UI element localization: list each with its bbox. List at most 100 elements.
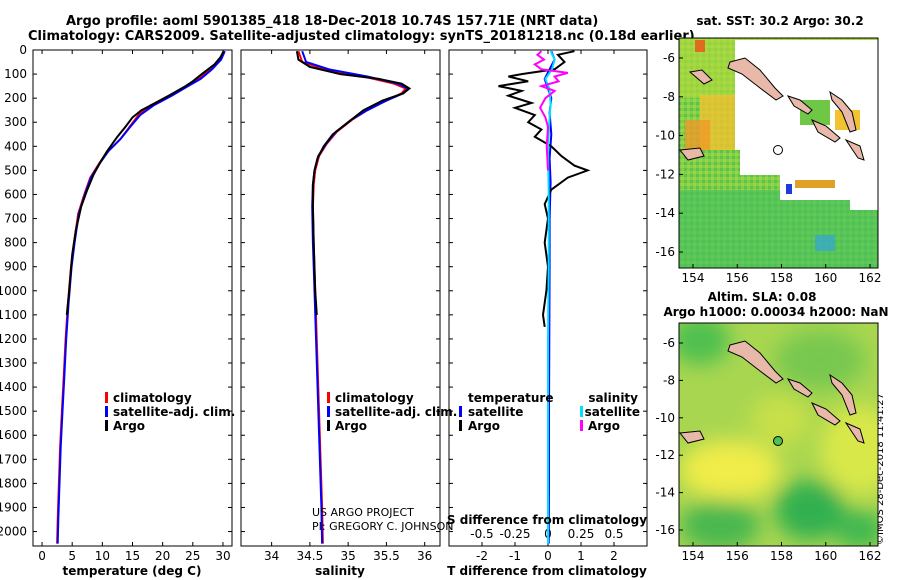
- legend-swatch-s-satellite: [580, 406, 583, 417]
- map-y-tick-label: -16: [655, 523, 675, 537]
- x-tick-label: 34.5: [297, 549, 324, 563]
- sla-map-frame: [678, 322, 879, 547]
- legend-swatch-satellite: [327, 406, 330, 417]
- depth-tick-label: 1200: [0, 332, 27, 346]
- map-x-tick-label: 156: [726, 549, 749, 563]
- map-x-tick-label: 162: [859, 271, 882, 285]
- legend-swatch-t-satellite: [459, 406, 462, 417]
- map-y-tick-label: -14: [655, 486, 675, 500]
- difference-x2label: S difference from climatology: [447, 513, 647, 527]
- series-line-argo: [295, 51, 412, 315]
- pi-credit: PI: GREGORY C. JOHNSON: [312, 520, 453, 533]
- sst-map-title: sat. SST: 30.2 Argo: 30.2: [696, 14, 863, 28]
- legend-swatch-argo: [327, 420, 330, 431]
- map-x-tick-label: 158: [770, 549, 793, 563]
- map-x-tick-label: 162: [859, 549, 882, 563]
- map-y-tick-label: -6: [663, 336, 675, 350]
- depth-tick-label: 900: [4, 260, 27, 274]
- legend-label-climatology: climatology: [335, 391, 414, 405]
- x2-tick-label: 0.5: [604, 527, 623, 541]
- legend-label-s-satellite: satellite: [585, 405, 640, 419]
- legend-swatch-t-argo: [459, 420, 462, 431]
- x-tick-label: 10: [95, 549, 110, 563]
- x-tick-label: 25: [185, 549, 200, 563]
- legend-label-climatology: climatology: [113, 391, 192, 405]
- legend-swatch-argo: [105, 420, 108, 431]
- x-tick-label: -1: [509, 549, 521, 563]
- x-tick-label: 2: [610, 549, 618, 563]
- x-tick-label: 35.5: [373, 549, 400, 563]
- depth-tick-label: 1800: [0, 476, 27, 490]
- map-x-tick-label: 158: [770, 271, 793, 285]
- depth-tick-label: 700: [4, 212, 27, 226]
- series-line-argo: [65, 50, 225, 315]
- x-tick-label: 20: [155, 549, 170, 563]
- legend-swatch-s-argo: [580, 420, 583, 431]
- legend-swatch-climatology: [327, 392, 330, 403]
- x2-tick-label: -0.25: [499, 527, 530, 541]
- x-tick-label: 5: [68, 549, 76, 563]
- temperature-legend: climatology satellite-adj. clim. Argo: [105, 391, 235, 433]
- temperature-xlabel: temperature (deg C): [63, 564, 202, 578]
- depth-tick-label: 1300: [0, 356, 27, 370]
- figure-title-line1: Argo profile: aoml 5901385_418 18-Dec-20…: [66, 14, 599, 29]
- map-axes: 154 156 158 160 162 -6 -8 -10 -12 -14 -16 154 156 158…: [655, 51, 881, 563]
- legend-heading-temperature: temperature: [468, 391, 553, 405]
- legend-swatch-satellite: [105, 406, 108, 417]
- legend-label-argo: Argo: [335, 419, 367, 433]
- map-x-tick-label: 160: [814, 271, 837, 285]
- legend-label-argo: Argo: [113, 419, 145, 433]
- depth-axis: 0 100 200 300 400 500 600 700 800 900 1000 1100 1200…: [0, 43, 27, 539]
- depth-tick-label: 100: [4, 67, 27, 81]
- legend-label-t-argo: Argo: [468, 419, 500, 433]
- series-line-satellite-adj-clim-: [56, 50, 226, 544]
- depth-tick-label: 600: [4, 187, 27, 201]
- x-tick-label: -2: [476, 549, 488, 563]
- map-y-tick-label: -16: [655, 245, 675, 259]
- map-y-tick-label: -8: [663, 373, 675, 387]
- x-tick-label: 35: [341, 549, 356, 563]
- map-x-tick-label: 160: [814, 549, 837, 563]
- x-tick-label: 34: [264, 549, 279, 563]
- difference-legend: temperature satellite Argo salinity sate…: [459, 391, 640, 433]
- depth-tick-label: 500: [4, 163, 27, 177]
- map-x-tick-label: 154: [682, 549, 705, 563]
- x2-tick-label: 0.25: [568, 527, 595, 541]
- sla-map-title-line2: Argo h1000: 0.00034 h2000: NaN: [663, 305, 888, 319]
- figure-title-line2: Climatology: CARS2009. Satellite-adjuste…: [28, 29, 695, 44]
- map-y-tick-label: -10: [655, 129, 675, 143]
- depth-tick-label: 200: [4, 91, 27, 105]
- x-tick-label: 15: [125, 549, 140, 563]
- salinity-plot-frame: [240, 49, 441, 547]
- project-credit: US ARGO PROJECT: [312, 506, 414, 519]
- depth-tick-label: 400: [4, 139, 27, 153]
- depth-tick-label: 1700: [0, 452, 27, 466]
- x-tick-label: 0: [38, 549, 46, 563]
- x2-tick-label: -0.5: [470, 527, 493, 541]
- map-y-tick-label: -8: [663, 90, 675, 104]
- map-x-tick-label: 156: [726, 271, 749, 285]
- legend-label-satellite: satellite-adj. clim.: [335, 405, 457, 419]
- map-y-tick-label: -10: [655, 411, 675, 425]
- map-y-tick-label: -14: [655, 206, 675, 220]
- x-tick-label: 36: [417, 549, 432, 563]
- x-tick-label: 1: [577, 549, 585, 563]
- series-line-climatology: [56, 50, 226, 544]
- map-y-tick-label: -12: [655, 167, 675, 181]
- depth-tick-label: 0: [19, 43, 27, 57]
- depth-tick-label: 1600: [0, 428, 27, 442]
- difference-xlabel: T difference from climatology: [447, 564, 647, 578]
- salinity-panel: 34 34.5 35 35.5 36 salinity: [241, 49, 440, 578]
- depth-tick-label: 2000: [0, 525, 27, 539]
- legend-label-s-argo: Argo: [588, 419, 620, 433]
- legend-label-satellite: satellite-adj. clim.: [113, 405, 235, 419]
- difference-panel: -2 -1 0 1 2-0.5 -0.25 0 0.25 0.5 T difference fr…: [447, 49, 647, 578]
- depth-tick-label: 1400: [0, 380, 27, 394]
- legend-swatch-climatology: [105, 392, 108, 403]
- series-line-satellite-adj-clim-: [301, 50, 410, 544]
- salinity-legend: climatology satellite-adj. clim. Argo: [327, 391, 457, 433]
- temperature-panel: 0 5 10 15 20 25 30 temperature (deg C): [33, 49, 232, 578]
- depth-tick-label: 1900: [0, 500, 27, 514]
- x-tick-label: 30: [215, 549, 230, 563]
